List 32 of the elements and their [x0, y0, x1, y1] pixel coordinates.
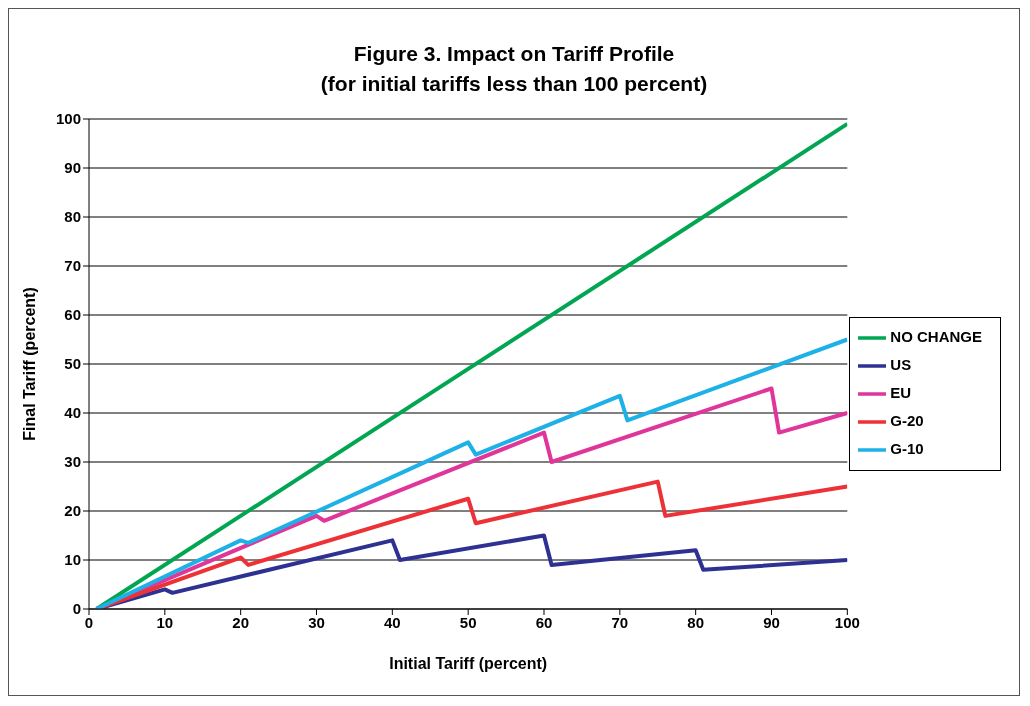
y-axis-title: Final Tariff (percent) [20, 287, 38, 441]
legend-label: G-20 [890, 411, 924, 429]
x-tick-label: 40 [383, 613, 401, 631]
legend-label: US [890, 355, 912, 373]
legend-label: NO CHANGE [890, 327, 982, 345]
x-tick-label: 100 [834, 613, 860, 631]
x-tick-label: 30 [308, 613, 325, 631]
x-tick-label: 90 [763, 613, 780, 631]
x-tick-label: 60 [535, 613, 553, 631]
x-tick-label: 10 [156, 613, 174, 631]
y-tick-label: 70 [64, 257, 81, 275]
chart-title: Figure 3. Impact on Tariff Profile [352, 41, 676, 67]
y-tick-label: 30 [64, 453, 81, 471]
y-tick-label: 20 [64, 502, 81, 520]
legend-label: EU [890, 383, 912, 401]
line-series [94, 337, 848, 609]
y-tick-label: 40 [64, 404, 81, 422]
chart-subtitle: (for initial tariffs less than 100 percent) [319, 71, 709, 97]
x-axis-title: Initial Tariff (percent) [389, 655, 548, 672]
x-tick-label: 80 [687, 613, 705, 631]
x-tick-label: 20 [232, 613, 250, 631]
x-tick-label: 50 [459, 613, 477, 631]
y-tick-label: 50 [64, 355, 81, 373]
y-tick-label: 60 [64, 306, 81, 324]
x-tick-label: 70 [611, 613, 629, 631]
y-tick-label: 100 [55, 110, 81, 128]
y-tick-label: 90 [64, 159, 81, 177]
y-tick-label: 0 [72, 600, 81, 618]
y-tick-label: 10 [64, 551, 81, 569]
x-tick-label: 0 [84, 613, 94, 631]
y-tick-label: 80 [64, 208, 81, 226]
legend-label: G-10 [890, 439, 924, 457]
